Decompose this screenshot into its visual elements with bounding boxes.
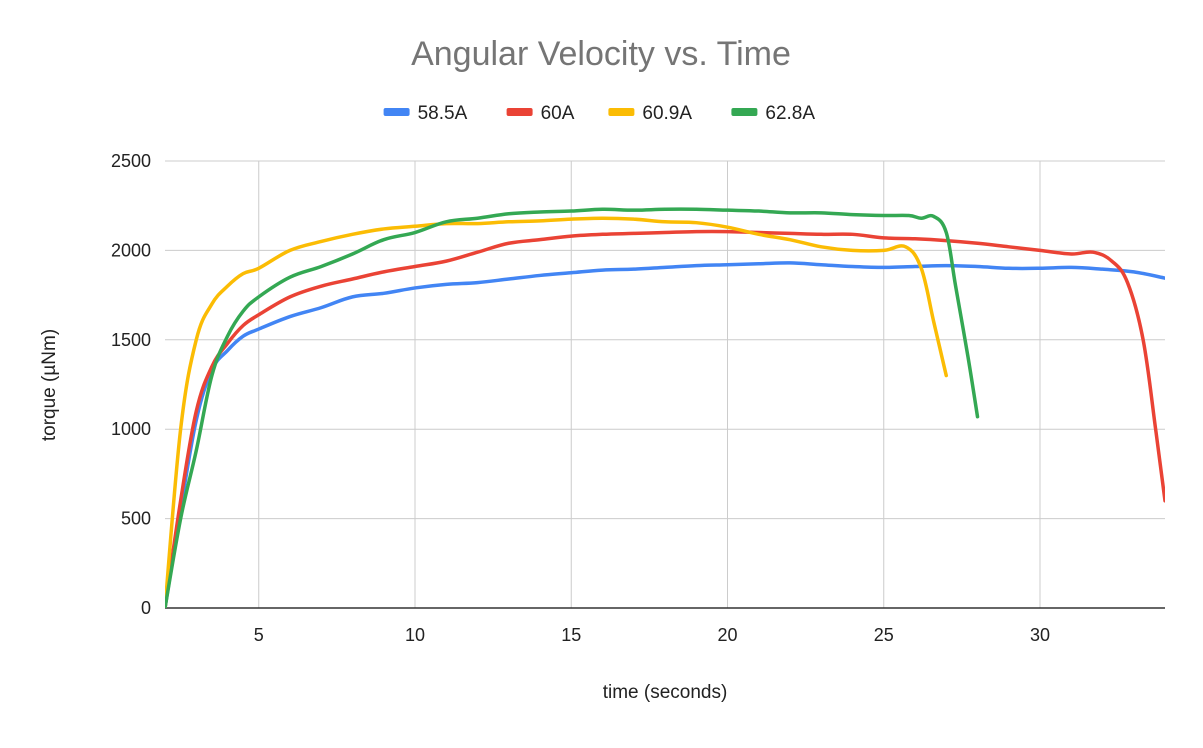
x-axis-label: time (seconds) [603, 682, 728, 703]
legend-swatch [383, 108, 410, 116]
series-line-58-5a [165, 261, 1165, 608]
legend: 58.5A 60A 60.9A 62.8A [383, 103, 815, 124]
legend-label: 60.9A [642, 103, 692, 124]
legend-swatch [731, 108, 758, 116]
series-line-62-8a [165, 207, 980, 608]
legend-item: 60A [506, 103, 575, 124]
gridlines [165, 160, 1165, 608]
legend-label: 58.5A [418, 103, 468, 124]
x-tick-label: 5 [254, 625, 264, 645]
series-line-60-9a [165, 216, 948, 608]
x-tick-label: 10 [405, 625, 425, 645]
legend-swatch [608, 108, 635, 116]
series-line-60a [165, 229, 1165, 608]
y-tick-label: 0 [141, 598, 151, 618]
legend-item: 62.8A [731, 103, 815, 124]
y-tick-label: 1000 [111, 419, 151, 439]
y-axis-label: torque (µNm) [39, 329, 60, 441]
y-tick-label: 1500 [111, 330, 151, 350]
series-lines [165, 207, 1165, 608]
legend-item: 60.9A [608, 103, 692, 124]
axes: 0 500 1000 1500 2000 2500 5 10 15 20 25 30 [111, 151, 1165, 645]
legend-label: 60A [541, 103, 575, 124]
legend-item: 58.5A [383, 103, 468, 124]
x-tick-label: 25 [874, 625, 894, 645]
x-tick-label: 20 [717, 625, 737, 645]
legend-swatch [506, 108, 533, 116]
chart-title: Angular Velocity vs. Time [411, 35, 791, 73]
y-tick-label: 2000 [111, 240, 151, 260]
y-tick-label: 2500 [111, 151, 151, 171]
legend-label: 62.8A [765, 103, 815, 124]
x-tick-label: 30 [1030, 625, 1050, 645]
y-tick-label: 500 [121, 509, 151, 529]
x-tick-label: 15 [561, 625, 581, 645]
